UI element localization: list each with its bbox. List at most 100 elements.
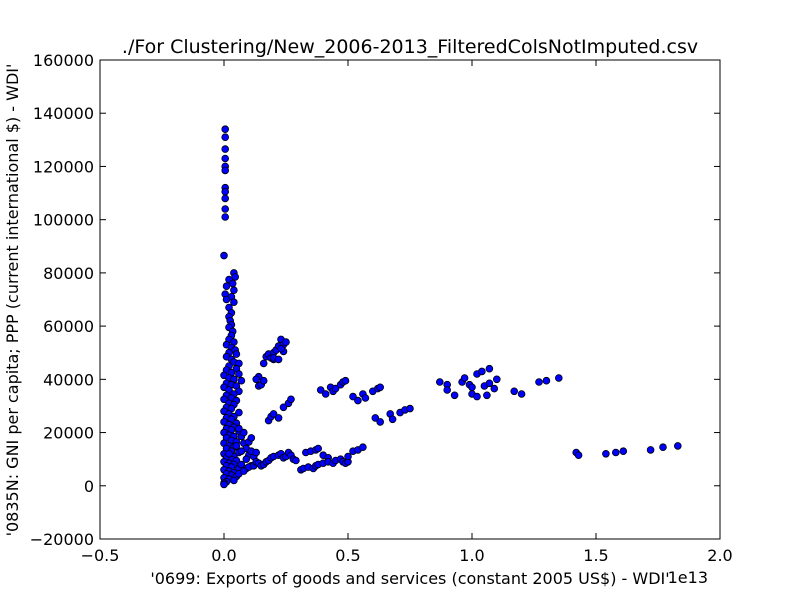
y-tick-label-1: 0 [84, 477, 94, 496]
x-axis-ticks: −0.5 0.0 0.5 1.0 1.5 2.0 [81, 60, 733, 565]
x-tick-label-1: 0.0 [211, 546, 236, 565]
scatter-point-10 [221, 213, 230, 221]
scatter-point-218 [371, 414, 380, 422]
scatter-point-0 [221, 125, 230, 133]
scatter-point-152 [274, 355, 283, 364]
scatter-point-123 [235, 424, 243, 433]
scatter-point-21 [230, 298, 238, 307]
scatter-point-249 [574, 451, 583, 460]
scatter-point-125 [242, 455, 251, 464]
scatter-point-122 [240, 428, 248, 437]
scatter-point-119 [237, 447, 246, 456]
scatter-point-228 [450, 391, 459, 400]
y-tick-label-4: 60000 [43, 317, 94, 336]
scatter-point-212 [354, 396, 362, 405]
y-tick-label-7: 120000 [33, 157, 94, 176]
scatter-point-66 [235, 408, 243, 417]
y-tick-label-3: 40000 [43, 370, 94, 389]
scatter-point-238 [483, 391, 491, 400]
scatter-point-157 [269, 410, 278, 418]
scatter-point-120 [247, 434, 256, 442]
y-axis-ticks: −20000 0 20000 40000 60000 80000 100000 120000 1… [30, 51, 720, 549]
scatter-point-36 [232, 350, 241, 358]
scatter-point-161 [287, 395, 295, 404]
y-tick-label-6: 100000 [33, 211, 94, 230]
scatter-point-210 [341, 376, 350, 385]
scatter-point-150 [282, 338, 290, 346]
scatter-point-45 [235, 370, 243, 378]
x-axis-offset-label: 1e13 [668, 568, 708, 587]
scatter-point-20 [222, 295, 231, 304]
scatter-point-227 [443, 386, 452, 394]
y-tick-label-8: 140000 [33, 104, 94, 123]
x-tick-label-4: 1.5 [583, 546, 608, 565]
scatter-point-225 [435, 378, 444, 386]
scatter-point-214 [361, 394, 370, 402]
scatter-point-242 [492, 375, 501, 384]
scatter-point-236 [478, 367, 486, 376]
scatter-point-246 [542, 376, 551, 385]
scatter-point-178 [292, 456, 300, 465]
scatter-point-251 [611, 448, 620, 457]
x-tick-label-2: 0.5 [335, 546, 360, 565]
scatter-point-239 [485, 364, 494, 373]
points-layer [220, 125, 682, 489]
scatter-point-1 [221, 133, 230, 142]
scatter-point-255 [673, 442, 682, 450]
x-tick-label-5: 2.0 [707, 546, 732, 565]
scatter-point-133 [240, 467, 248, 475]
chart-title: ./For Clustering/New_2006-2013_FilteredC… [122, 36, 698, 58]
scatter-point-219 [376, 418, 385, 426]
scatter-point-199 [344, 452, 352, 461]
scatter-point-7 [221, 187, 230, 196]
scatter-point-159 [279, 403, 288, 412]
scatter-point-59 [220, 395, 228, 404]
x-tick-label-0: −0.5 [81, 546, 120, 565]
scatter-point-204 [321, 390, 330, 398]
scatter-point-234 [473, 392, 481, 401]
y-tick-label-2: 20000 [43, 424, 94, 443]
scatter-point-224 [406, 404, 414, 413]
scatter-point-247 [554, 374, 563, 382]
scatter-point-13 [231, 273, 240, 281]
scatter-point-232 [468, 383, 476, 392]
scatter-point-188 [314, 444, 323, 453]
scatter-point-9 [221, 205, 230, 213]
scatter-point-8 [221, 194, 230, 203]
scatter-point-154 [277, 344, 285, 353]
scatter-point-5 [221, 166, 230, 175]
scatter-point-15 [228, 279, 237, 288]
scatter-point-241 [490, 384, 499, 393]
scatter-point-203 [316, 386, 325, 394]
y-tick-label-0: −20000 [30, 530, 94, 549]
scatter-point-2 [221, 145, 230, 153]
scatter-point-243 [510, 387, 519, 396]
y-tick-label-9: 160000 [33, 51, 94, 70]
y-tick-label-5: 80000 [43, 264, 94, 283]
scatter-point-49 [237, 376, 246, 385]
scatter-point-139 [252, 375, 261, 384]
scatter-point-113 [220, 480, 228, 489]
scatter-point-240 [485, 379, 494, 388]
scatter-point-221 [388, 415, 397, 424]
scatter-point-110 [230, 476, 238, 485]
scatter-point-244 [517, 390, 526, 398]
x-tick-label-3: 1.0 [459, 546, 484, 565]
scatter-point-252 [619, 447, 628, 456]
scatter-point-114 [225, 449, 233, 458]
scatter-point-3 [221, 154, 230, 163]
scatter-point-250 [602, 449, 610, 458]
scatter-point-16 [222, 282, 231, 291]
scatter-point-217 [376, 383, 385, 392]
scatter-point-254 [659, 443, 667, 452]
scatter-point-211 [349, 392, 357, 401]
y-axis-label: '0835N: GNI per capita; PPP (current int… [3, 64, 22, 537]
scatter-point-245 [535, 378, 543, 386]
scatter-point-11 [220, 251, 228, 260]
scatter-point-129 [237, 460, 246, 469]
scatter-point-230 [460, 374, 469, 382]
scatter-point-202 [359, 443, 367, 452]
